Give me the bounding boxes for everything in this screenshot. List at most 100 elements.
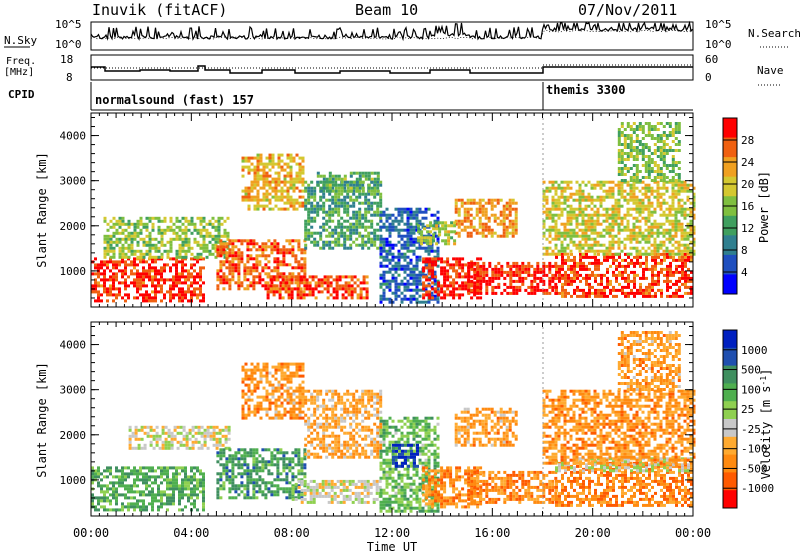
power-cell [347, 287, 351, 291]
power-cell [115, 293, 118, 297]
power-cell [593, 222, 597, 226]
power-cell [249, 284, 253, 288]
power-cell [509, 291, 513, 295]
power-cell [234, 266, 238, 270]
velocity-cell [133, 502, 136, 506]
power-cell [106, 290, 109, 294]
power-cell [638, 252, 642, 256]
power-cell [476, 282, 480, 286]
power-cell [683, 186, 687, 190]
power-cell [121, 231, 125, 235]
velocity-cell [133, 469, 136, 473]
power-cell [665, 180, 669, 184]
velocity-cell [94, 469, 97, 473]
power-cell [362, 287, 366, 291]
power-cell [466, 210, 470, 214]
velocity-cell [127, 496, 130, 500]
power-cell [382, 291, 386, 295]
power-cell [635, 204, 639, 208]
power-cell [364, 243, 368, 247]
power-cell [219, 239, 223, 243]
power-cell [656, 140, 660, 143]
velocity-cell [130, 490, 133, 494]
velocity-cell [91, 466, 94, 470]
power-cell [412, 252, 416, 256]
velocity-cell [184, 466, 187, 470]
power-cell [624, 291, 627, 295]
power-cell [328, 216, 332, 220]
velocity-cell [106, 490, 109, 494]
power-cell [249, 254, 253, 258]
power-cell [600, 279, 603, 283]
power-cell [298, 162, 302, 166]
velocity-cell [127, 472, 130, 476]
power-cell [603, 288, 606, 292]
power-cell [485, 273, 489, 277]
power-cell [638, 228, 642, 232]
power-cell [240, 260, 244, 264]
power-cell [391, 300, 395, 304]
power-cell [109, 275, 112, 279]
power-cell [148, 269, 151, 273]
velocity-cell [187, 475, 190, 479]
power-cell [629, 140, 633, 143]
power-cell [454, 207, 458, 211]
power-cell [157, 255, 161, 259]
power-cell [579, 279, 582, 283]
power-cell [428, 260, 432, 264]
power-cell [481, 234, 485, 238]
power-cell [178, 290, 181, 294]
power-cell [148, 252, 152, 256]
power-cell [301, 189, 305, 193]
power-cell [675, 267, 678, 271]
power-cell [620, 125, 624, 128]
power-cell [548, 216, 552, 220]
velocity-cell [166, 493, 169, 497]
power-cell [605, 216, 609, 220]
velocity-cell [184, 472, 187, 476]
power-cell [656, 234, 660, 238]
power-cell [677, 225, 681, 229]
velocity-cell [127, 487, 130, 491]
power-cell [142, 240, 146, 244]
power-cell [310, 180, 314, 184]
velocity-cell [142, 508, 145, 512]
power-cell [237, 269, 241, 273]
velocity-cell [103, 493, 106, 497]
power-cell [256, 153, 260, 157]
power-cell [169, 266, 172, 270]
power-cell [178, 246, 182, 250]
velocity-cell [184, 478, 187, 482]
power-cell [352, 189, 356, 193]
power-cell [641, 234, 645, 238]
velocity-cell [124, 478, 127, 482]
power-cell [136, 296, 139, 300]
power-cell [297, 260, 301, 264]
power-cell [638, 198, 642, 202]
power-cell [692, 192, 696, 196]
power-cell [502, 210, 506, 214]
power-cell [130, 222, 134, 226]
power-cell [422, 266, 426, 270]
power-cell [115, 219, 119, 223]
power-cell [692, 249, 696, 253]
power-cell [379, 180, 383, 184]
power-cell [253, 207, 257, 211]
power-cell [394, 276, 398, 280]
power-cell [638, 143, 642, 146]
power-cell [109, 255, 113, 259]
power-cell [118, 246, 122, 250]
power-cell [145, 234, 149, 238]
power-cell [217, 222, 221, 226]
power-cell [303, 260, 307, 264]
power-cell [671, 219, 675, 223]
power-cell [178, 299, 181, 303]
power-cell [358, 174, 362, 178]
power-cell [521, 270, 525, 274]
power-cell [226, 234, 230, 238]
power-cell [678, 264, 681, 268]
power-cell [361, 213, 365, 217]
power-cell [509, 285, 513, 289]
velocity-cell [109, 469, 112, 473]
power-cell [591, 255, 594, 259]
